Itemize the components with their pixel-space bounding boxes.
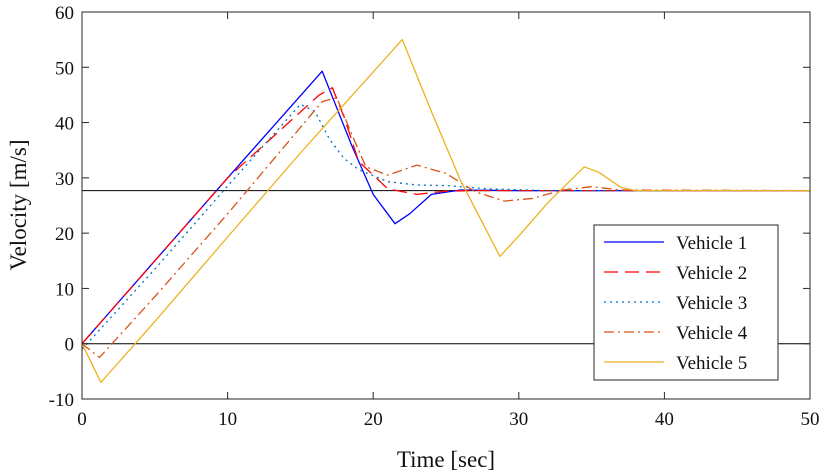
y-tick-label: 60: [55, 3, 74, 24]
y-tick-label: 40: [55, 114, 74, 135]
x-tick-label: 20: [364, 409, 383, 430]
y-tick-label: 10: [55, 279, 74, 300]
x-tick-label: 10: [218, 409, 237, 430]
y-tick-label: -10: [49, 390, 74, 411]
x-axis-label: Time [sec]: [397, 447, 495, 472]
series-line-vehicle-3: [81, 103, 810, 350]
x-tick-label: 50: [801, 409, 820, 430]
series-line-vehicle-1: [81, 70, 810, 345]
y-tick-label: 30: [55, 169, 74, 190]
series-line-vehicle-4: [81, 97, 811, 359]
legend-box: [593, 224, 779, 381]
legend: Vehicle 1 Vehicle 2 Vehicle 3 Vehicle 4 Vehi…: [593, 224, 779, 381]
y-axis-label: Velocity [m/s]: [6, 140, 31, 271]
x-tick-label: 40: [655, 409, 674, 430]
series-line-vehicle-5: [81, 38, 810, 384]
series-layer: [81, 38, 811, 384]
legend-label-vehicle-3: Vehicle 3: [676, 293, 747, 314]
legend-label-vehicle-2: Vehicle 2: [676, 263, 747, 284]
series-line-vehicle-2: [81, 87, 810, 345]
y-tick-label: 0: [65, 335, 75, 356]
legend-label-vehicle-5: Vehicle 5: [676, 353, 747, 374]
legend-label-vehicle-4: Vehicle 4: [676, 323, 748, 344]
x-tick-label: 30: [509, 409, 528, 430]
y-tick-label: 20: [55, 224, 74, 245]
y-tick-label: 50: [55, 58, 74, 79]
plot-frame: [81, 11, 811, 400]
legend-label-vehicle-1: Vehicle 1: [676, 233, 747, 254]
x-tick-label: 0: [77, 409, 87, 430]
